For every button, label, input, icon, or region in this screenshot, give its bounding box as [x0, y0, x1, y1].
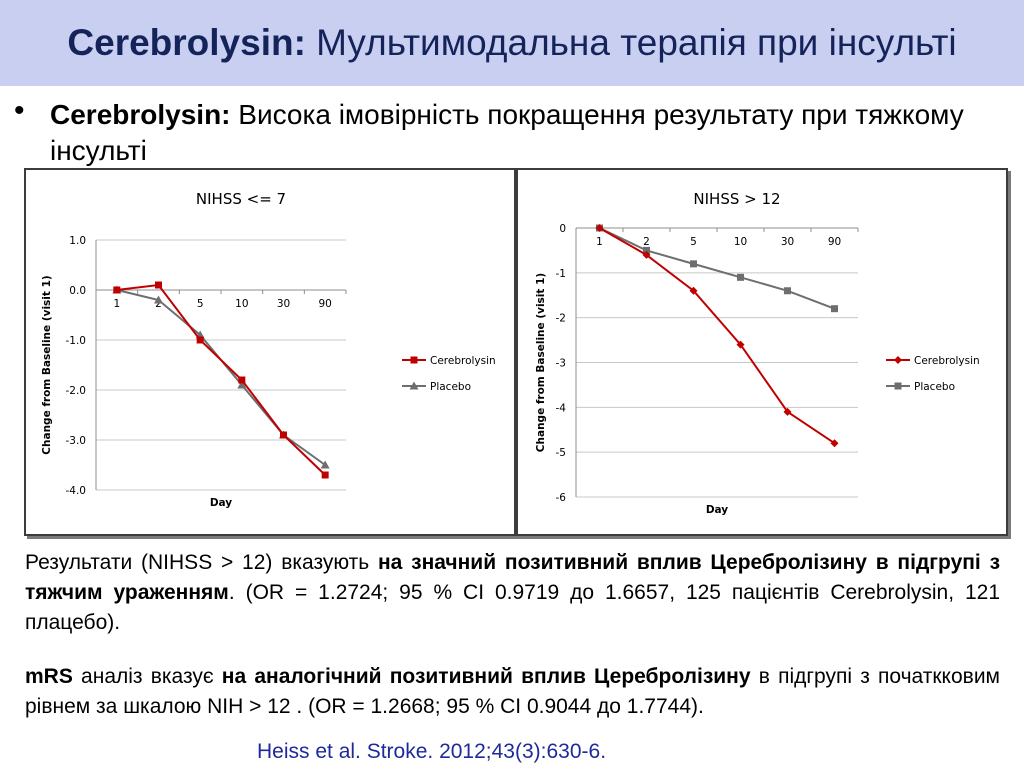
x-tick-label: 90: [828, 236, 841, 248]
legend-label-placebo: Placebo: [914, 381, 955, 393]
series-line-placebo: [116, 289, 326, 466]
y-axis-label: Change from Baseline (visit 1): [535, 273, 547, 452]
bullet-bold: Cerebrolysin:: [50, 99, 231, 130]
series-line-placebo: [599, 227, 835, 310]
data-point-placebo: [643, 246, 650, 254]
y-tick-label: -4: [556, 402, 567, 414]
title-bar: Cerebrolysin: Мультимодальна терапія при…: [0, 0, 1024, 86]
p1-text-1: Результати (NIHSS > 12) вказують: [25, 551, 378, 574]
x-tick-label: 5: [690, 236, 697, 248]
legend-marker-cerebrolysin: [410, 356, 418, 364]
p2-text-1: аналіз вказує: [72, 665, 222, 688]
legend-label-placebo: Placebo: [430, 381, 471, 393]
data-point-cerebrolysin: [830, 439, 839, 448]
chart-panel-nihss-gt-12: NIHSS > 12 0 -1 -2 -3 -4 -5 -6 1 2 5 10 30 90 Day Chang…: [516, 168, 1008, 536]
data-point-cerebrolysin: [595, 224, 604, 232]
y-tick-label: 0.0: [69, 285, 86, 297]
p2-bold-2: на аналогічний позитивний вплив Цереброл…: [221, 665, 751, 688]
data-point-placebo: [784, 287, 791, 295]
title-rest: Мультимодальна терапія при інсульті: [305, 22, 957, 63]
y-tick-label: -3: [556, 358, 566, 370]
legend-marker-placebo: [894, 382, 902, 390]
legend-marker-placebo: [409, 381, 419, 390]
y-tick-label: -3.0: [66, 435, 87, 447]
x-tick-label: 5: [197, 298, 204, 310]
y-tick-label: -6: [556, 492, 567, 504]
title-bold: Cerebrolysin:: [67, 22, 306, 63]
x-tick-label: 1: [113, 298, 120, 310]
page-title: Cerebrolysin: Мультимодальна терапія при…: [0, 22, 1024, 64]
data-point-cerebrolysin: [736, 340, 745, 349]
y-tick-label: -2: [556, 313, 566, 325]
y-axis-label: Change from Baseline (visit 1): [41, 275, 53, 454]
data-point-cerebrolysin: [689, 286, 698, 295]
results-paragraph: Результати (NIHSS > 12) вказують на знач…: [25, 548, 1000, 638]
bullet-dot: •: [14, 94, 25, 127]
y-tick-label: -1.0: [66, 335, 87, 347]
x-tick-label: 2: [643, 236, 650, 248]
data-point-cerebrolysin: [238, 376, 246, 384]
x-tick-label: 10: [235, 298, 248, 310]
p1-bold: на значний позитивний вплив Церебролізин…: [25, 551, 1001, 604]
mrs-paragraph: mRS аналіз вказує на аналогічний позитив…: [25, 662, 1000, 722]
chart-panel-nihss-le-7: NIHSS <= 7 1.0 0.0 -1.0 -2.0 -3.0 -4.0 1 2 5 10 30 9…: [24, 168, 516, 536]
legend-label-cerebrolysin: Cerebrolysin: [914, 355, 980, 367]
y-tick-label: -5: [556, 447, 566, 459]
data-point-cerebrolysin: [196, 336, 204, 344]
x-tick-label: 10: [734, 236, 747, 248]
series-line-cerebrolysin: [116, 283, 326, 476]
data-point-cerebrolysin: [280, 431, 287, 439]
y-tick-label: 1.0: [69, 235, 86, 247]
data-point-placebo: [690, 260, 697, 268]
data-point-cerebrolysin: [642, 250, 651, 259]
bullet-text: Висока імовірність покращення результату…: [50, 99, 964, 166]
legend-marker-cerebrolysin: [894, 356, 902, 364]
data-point-cerebrolysin: [321, 471, 329, 479]
chart-nihss-gt-12: NIHSS > 12 0 -1 -2 -3 -4 -5 -6 1 2 5 10 30 90 Day Chang…: [535, 190, 980, 516]
data-point-cerebrolysin: [783, 407, 792, 416]
chart-title: NIHSS <= 7: [196, 190, 286, 208]
p2-bold-1: mRS: [25, 665, 73, 688]
data-point-placebo: [237, 380, 247, 389]
y-tick-label: 0: [559, 223, 566, 235]
series-line-cerebrolysin: [599, 227, 836, 445]
legend-label-cerebrolysin: Cerebrolysin: [430, 355, 496, 367]
data-point-placebo: [320, 460, 330, 469]
citation: Heiss et al. Stroke. 2012;43(3):630-6.: [257, 740, 607, 763]
data-point-cerebrolysin: [113, 286, 121, 294]
x-axis-label: Day: [210, 497, 232, 509]
x-tick-label: 1: [596, 236, 603, 248]
data-point-placebo: [831, 305, 838, 313]
data-point-placebo: [154, 295, 163, 304]
bullet-point: Cerebrolysin: Висока імовірність покраще…: [50, 97, 990, 169]
x-tick-label: 30: [781, 236, 794, 248]
data-point-cerebrolysin: [155, 281, 162, 289]
p2-text-2: в підгрупі з початкковим рівнем за шкало…: [25, 665, 1000, 718]
y-tick-label: -4.0: [66, 485, 87, 497]
y-tick-label: -2.0: [66, 385, 87, 397]
p1-text-2: . (OR = 1.2724; 95 % CI 0.9719 до 1.6657…: [25, 581, 1000, 634]
x-tick-label: 2: [155, 298, 162, 310]
chart-nihss-le-7: NIHSS <= 7 1.0 0.0 -1.0 -2.0 -3.0 -4.0 1 2 5 10 30 9…: [41, 190, 496, 509]
chart-title: NIHSS > 12: [693, 190, 780, 208]
data-point-placebo: [737, 273, 744, 281]
y-tick-label: -1: [556, 268, 566, 280]
x-tick-label: 90: [318, 298, 331, 310]
x-axis-label: Day: [706, 504, 728, 516]
x-tick-label: 30: [277, 298, 290, 310]
